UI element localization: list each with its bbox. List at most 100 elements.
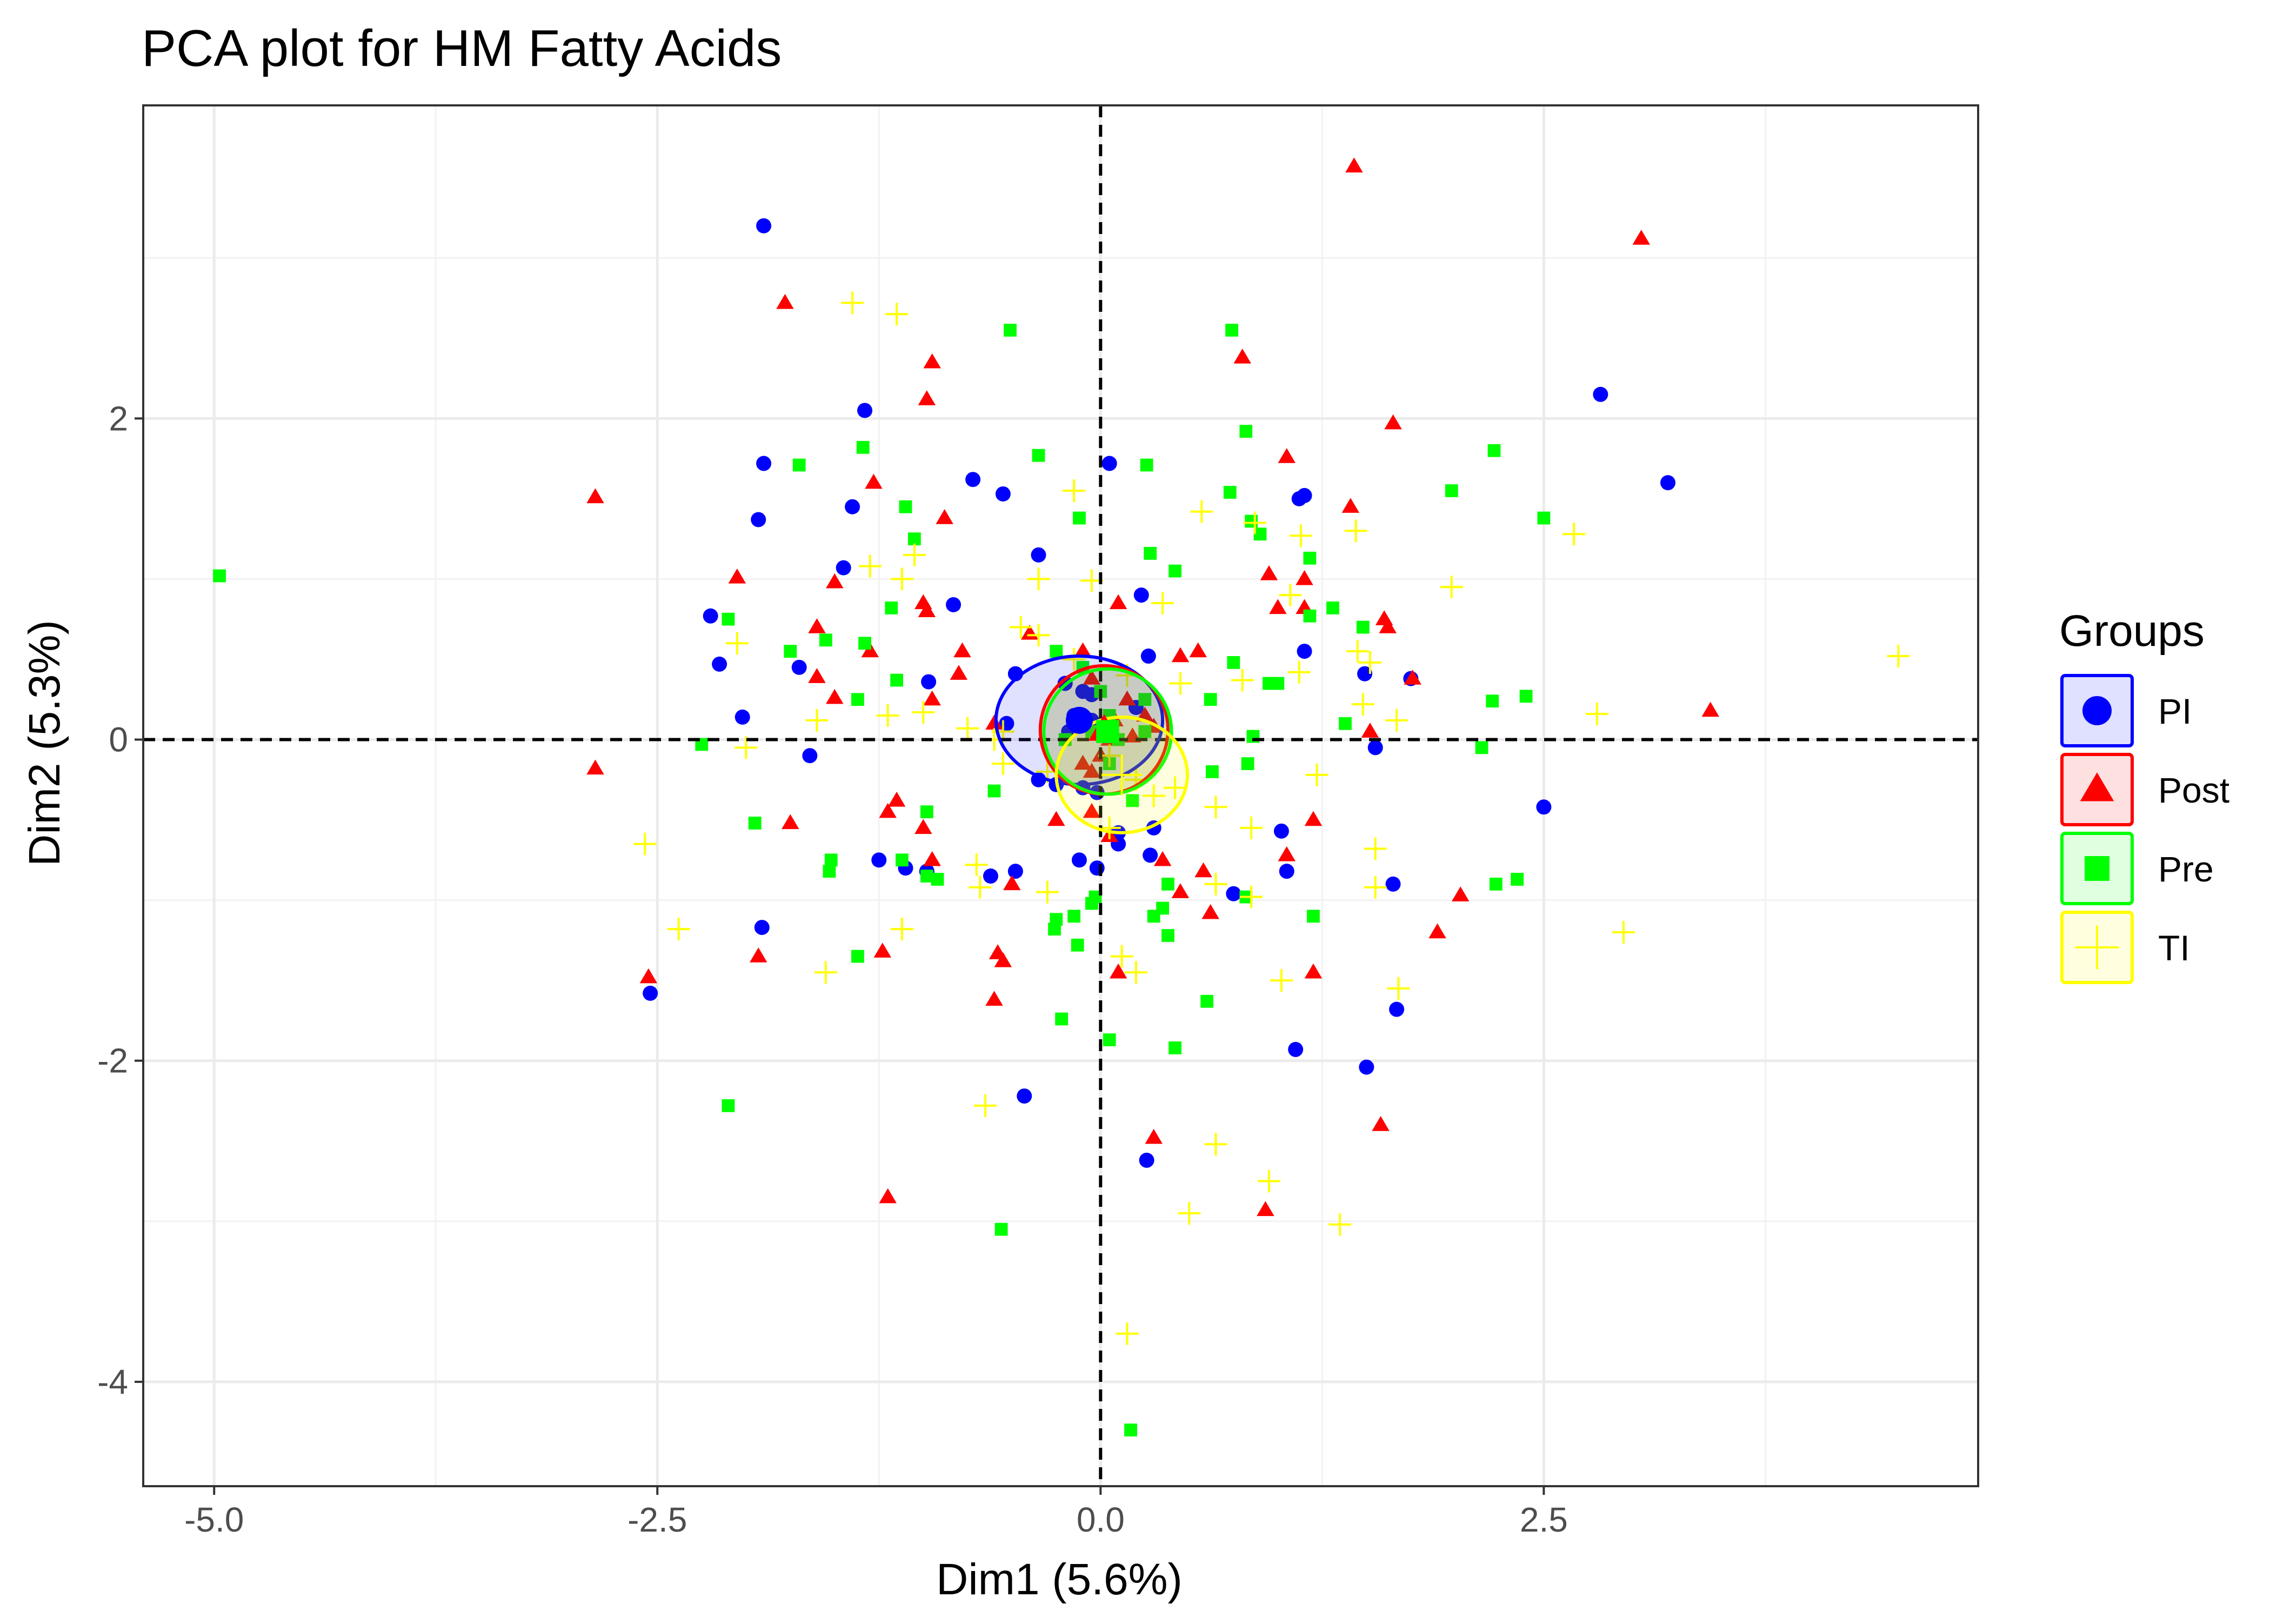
data-point-ti — [1124, 961, 1147, 984]
y-tick-label: 0 — [109, 720, 128, 759]
data-point-pre — [1486, 694, 1499, 708]
data-point-ti — [1328, 1213, 1352, 1236]
data-point-pre — [890, 673, 903, 687]
data-point-post — [861, 642, 879, 658]
data-point-ti — [1612, 921, 1635, 944]
data-point-post — [923, 353, 941, 369]
data-point-pi — [1139, 1152, 1154, 1168]
data-point-ti — [1116, 1322, 1139, 1345]
data-point-ti — [1563, 523, 1586, 546]
y-tick-label: -2 — [97, 1041, 128, 1080]
legend-key-symbol — [2075, 925, 2119, 970]
chart-title: PCA plot for HM Fatty Acids — [142, 19, 782, 77]
x-tick-label: -5.0 — [184, 1500, 244, 1539]
data-point-post — [918, 602, 936, 618]
data-point-pre — [1206, 765, 1219, 778]
legend-key-symbol — [2080, 772, 2114, 801]
data-point-post — [749, 947, 767, 963]
data-point-pi — [983, 868, 998, 884]
data-point-pi — [1140, 649, 1156, 664]
data-point-pre — [1147, 910, 1160, 923]
data-point-pre — [722, 1099, 735, 1112]
data-point-post — [1171, 647, 1190, 663]
data-point-pre — [1307, 910, 1320, 923]
data-point-pi — [756, 218, 772, 233]
data-point-ti — [735, 736, 758, 759]
data-point-pi — [735, 709, 750, 725]
data-point-pre — [931, 873, 944, 886]
data-point-pre — [1356, 620, 1370, 634]
data-point-pi — [1389, 1001, 1405, 1017]
legend-key-pre — [2060, 832, 2134, 905]
data-point-post — [1361, 723, 1379, 738]
x-axis-title: Dim1 (5.6%) — [936, 1555, 1183, 1604]
data-point-post — [1269, 599, 1287, 614]
y-tick-label: -4 — [97, 1362, 128, 1401]
data-point-pi — [1031, 547, 1046, 563]
x-tick-label: 0.0 — [1077, 1500, 1125, 1539]
data-point-ti — [1027, 624, 1050, 647]
data-point-ti — [633, 832, 657, 856]
legend-label-post: Post — [2158, 770, 2229, 810]
data-point-ti — [1151, 591, 1174, 614]
data-point-post — [1003, 875, 1021, 891]
data-point-ti — [1169, 672, 1192, 695]
data-point-post — [1260, 565, 1278, 580]
data-point-pre — [1475, 741, 1488, 754]
data-point-ti — [876, 704, 899, 727]
data-point-pi — [1367, 740, 1383, 756]
data-point-pre — [1511, 873, 1524, 886]
legend: Groups PI Post Pre TI — [2059, 606, 2229, 984]
data-point-pi — [751, 512, 766, 527]
data-point-pre — [1253, 527, 1267, 541]
data-point-pre — [994, 1222, 1008, 1236]
data-point-ti — [890, 567, 913, 591]
data-point-pi — [1273, 823, 1289, 839]
data-point-pre — [1169, 564, 1181, 578]
data-point-ti — [885, 303, 909, 326]
data-point-pi — [802, 748, 818, 764]
data-point-pi — [1017, 1088, 1032, 1104]
data-point-ti — [1027, 567, 1050, 591]
data-point-pre — [1073, 511, 1086, 525]
data-point-ti — [1387, 977, 1410, 1000]
data-point-ti — [1358, 651, 1381, 674]
data-point-ti — [969, 876, 992, 899]
data-point-ti — [1585, 702, 1608, 725]
data-point-post — [1145, 1128, 1163, 1144]
data-point-ti — [991, 752, 1014, 776]
data-point-post — [879, 1188, 897, 1204]
data-point-post — [1189, 642, 1207, 658]
data-point-ti — [1346, 640, 1369, 663]
data-point-pre — [1445, 484, 1458, 497]
data-point-ti — [1240, 885, 1263, 908]
data-point-post — [1083, 763, 1101, 778]
data-point-post — [826, 689, 844, 704]
y-tick-label: 2 — [109, 399, 128, 438]
data-point-pre — [1489, 878, 1503, 891]
legend-title: Groups — [2059, 606, 2205, 656]
data-point-pi — [791, 659, 807, 675]
data-point-pre — [792, 458, 806, 472]
data-point-pre — [1055, 1012, 1069, 1026]
legend-label-ti: TI — [2158, 928, 2190, 968]
data-point-post — [1632, 230, 1651, 245]
data-point-pre — [1271, 677, 1285, 690]
data-point-ti — [974, 1094, 997, 1117]
legend-key-ti — [2060, 911, 2134, 984]
data-point-ti — [956, 717, 979, 740]
data-point-post — [1083, 803, 1101, 818]
data-point-ti — [1385, 709, 1408, 732]
data-point-post — [1136, 706, 1154, 722]
data-point-ti — [1063, 647, 1086, 671]
data-point-post — [1701, 701, 1719, 717]
data-point-post — [936, 509, 953, 524]
data-point-post — [1074, 754, 1092, 770]
data-point-post — [826, 573, 844, 589]
data-point-post — [918, 390, 936, 405]
data-point-pi — [1288, 1041, 1304, 1057]
data-point-pre — [851, 950, 864, 963]
data-point-pre — [722, 612, 735, 626]
data-point-pi — [1291, 491, 1307, 506]
